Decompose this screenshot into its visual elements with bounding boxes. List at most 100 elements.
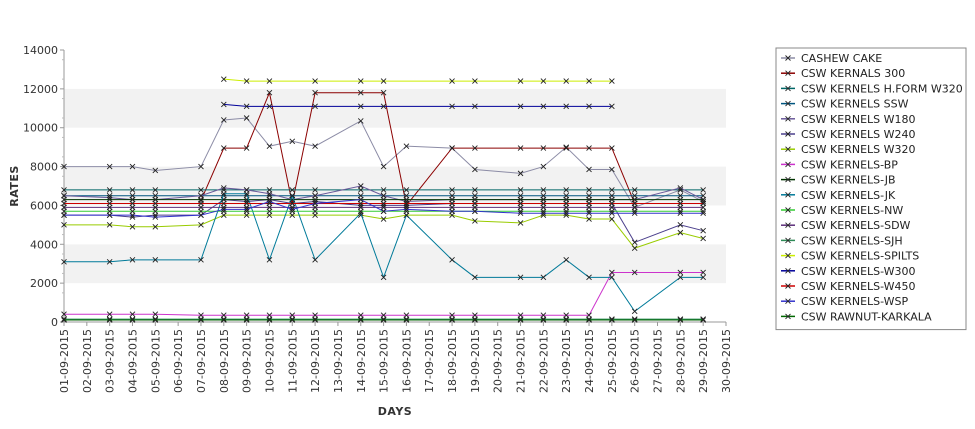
data-point-marker <box>517 103 524 110</box>
legend-marker <box>785 313 791 320</box>
data-point-marker <box>517 145 524 151</box>
data-point-marker <box>152 200 159 207</box>
data-point-marker <box>540 317 547 323</box>
x-tick-label: 30-09-2015 <box>720 329 733 393</box>
data-point-marker <box>61 163 67 170</box>
data-point-marker <box>609 317 615 323</box>
x-tick-label: 07-09-2015 <box>195 329 208 393</box>
legend-label: CSW KERNALS 300 <box>801 67 905 80</box>
data-point-marker <box>266 317 273 323</box>
data-point-marker <box>106 187 113 193</box>
data-point-marker <box>220 76 227 82</box>
data-point-marker <box>129 187 136 193</box>
legend-label: CSW KERNELS-WSP <box>801 295 909 308</box>
data-point-marker <box>380 216 387 222</box>
legend-marker <box>785 191 791 198</box>
data-point-marker <box>472 208 478 215</box>
data-point-marker <box>220 117 227 123</box>
data-point-marker <box>312 187 318 193</box>
data-point-marker <box>449 78 455 84</box>
legend-marker <box>785 55 791 61</box>
data-point-marker <box>563 210 570 217</box>
series <box>61 190 706 315</box>
data-point-marker <box>266 257 273 263</box>
data-point-marker <box>266 89 273 96</box>
legend-marker <box>785 222 791 229</box>
data-point-marker <box>449 200 455 207</box>
data-point-marker <box>586 210 592 217</box>
x-tick-label: 03-09-2015 <box>104 329 117 393</box>
y-tick-label: 2000 <box>30 277 58 290</box>
data-point-marker <box>312 78 318 84</box>
series <box>61 317 706 323</box>
data-point-marker <box>609 210 615 217</box>
data-point-marker <box>403 143 410 149</box>
legend-marker <box>785 161 791 168</box>
data-point-marker <box>312 103 318 110</box>
legend-label: CSW KERNELS-SPILTS <box>801 250 919 263</box>
x-tick-label: 04-09-2015 <box>126 329 139 393</box>
data-point-marker <box>609 145 615 151</box>
x-tick-label: 17-09-2015 <box>423 329 436 393</box>
data-point-marker <box>540 103 547 110</box>
data-point-marker <box>129 223 136 230</box>
data-point-marker <box>677 269 684 276</box>
legend-marker <box>785 146 791 153</box>
data-point-marker <box>312 316 318 322</box>
data-point-marker <box>586 78 592 84</box>
data-point-marker <box>198 257 204 263</box>
data-point-marker <box>609 187 615 193</box>
data-point-marker <box>677 316 684 322</box>
data-point-marker <box>700 210 706 217</box>
legend-label: CASHEW CAKE <box>801 52 882 65</box>
series <box>220 101 615 110</box>
data-point-marker <box>540 274 547 281</box>
data-point-marker <box>152 257 159 263</box>
data-point-marker <box>540 78 547 84</box>
data-point-marker <box>61 212 67 218</box>
x-tick-label: 08-09-2015 <box>218 329 231 393</box>
x-tick-label: 26-09-2015 <box>629 329 642 393</box>
data-point-marker <box>517 78 524 84</box>
data-point-marker <box>563 187 570 193</box>
legend-marker <box>785 70 791 77</box>
data-point-marker <box>61 258 67 265</box>
data-point-marker <box>380 89 387 96</box>
data-point-marker <box>243 103 250 110</box>
data-point-marker <box>563 200 570 207</box>
data-point-marker <box>540 200 547 207</box>
data-point-marker <box>403 317 410 323</box>
data-point-marker <box>357 317 364 323</box>
legend-marker <box>785 237 791 244</box>
y-tick-label: 0 <box>51 316 58 329</box>
data-point-marker <box>380 200 387 207</box>
data-point-marker <box>677 274 684 281</box>
x-tick-label: 12-09-2015 <box>309 329 322 393</box>
data-point-marker <box>563 103 570 110</box>
data-point-marker <box>449 103 455 110</box>
x-tick-label: 29-09-2015 <box>697 329 710 393</box>
data-point-marker <box>357 78 364 84</box>
legend-label: CSW KERNELS SSW <box>801 98 909 111</box>
plot-bands <box>64 50 726 322</box>
data-point-marker <box>517 187 524 193</box>
x-tick-label: 22-09-2015 <box>537 329 550 393</box>
data-point-marker <box>563 144 570 150</box>
data-point-marker <box>472 317 478 323</box>
x-tick-label: 09-09-2015 <box>241 329 254 393</box>
data-point-marker <box>106 200 113 207</box>
data-point-marker <box>198 212 204 218</box>
data-point-marker <box>563 257 570 263</box>
data-point-marker <box>677 222 684 228</box>
legend-marker <box>785 283 791 289</box>
data-point-marker <box>700 235 706 242</box>
data-point-marker <box>61 317 67 323</box>
x-tick-label: 10-09-2015 <box>263 329 276 393</box>
data-point-marker <box>380 208 387 215</box>
data-point-marker <box>609 78 615 84</box>
data-point-marker <box>586 145 592 151</box>
data-point-marker <box>266 143 273 149</box>
data-point-marker <box>266 198 273 205</box>
data-point-marker <box>631 317 638 323</box>
data-point-marker <box>700 187 706 193</box>
